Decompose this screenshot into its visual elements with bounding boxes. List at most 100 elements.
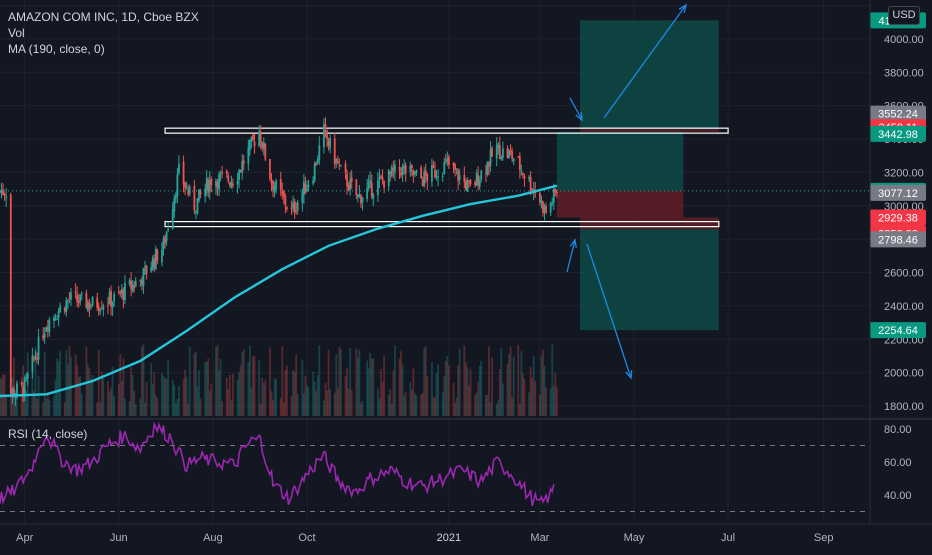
volume-bar xyxy=(91,374,94,416)
volume-bar xyxy=(349,347,352,416)
candle-body xyxy=(238,169,240,181)
candle-body xyxy=(36,357,38,360)
candle-body xyxy=(196,198,199,214)
rsi-legend[interactable]: RSI (14, close) xyxy=(8,427,88,441)
price-tags: 4110.993552.243459.113442.983089.493077.… xyxy=(0,12,926,339)
volume-bar xyxy=(540,355,543,416)
volume-bar xyxy=(485,394,487,416)
volume-bar xyxy=(329,389,332,416)
candle-body xyxy=(409,165,412,173)
candle-body xyxy=(90,305,92,307)
candle-body xyxy=(469,180,472,185)
stop-zone xyxy=(556,190,684,218)
candle-body xyxy=(355,179,358,195)
volume-bar xyxy=(107,381,109,416)
volume-bar xyxy=(355,348,358,416)
candle-body xyxy=(290,207,293,209)
candle-body xyxy=(486,161,489,175)
price-tag-value: 3552.24 xyxy=(878,109,918,121)
volume-bar xyxy=(198,370,200,416)
candle-body xyxy=(210,179,213,186)
candle-body xyxy=(414,171,416,175)
candle-body xyxy=(139,279,142,282)
volume-bar xyxy=(33,391,35,416)
candle-body xyxy=(511,151,514,159)
candle-body xyxy=(258,131,261,147)
target-zone xyxy=(556,131,684,191)
candle-body xyxy=(273,187,276,192)
candle-body xyxy=(142,267,145,287)
candle-body xyxy=(485,172,487,174)
volume-bar xyxy=(491,357,493,416)
candle-body xyxy=(552,188,555,203)
volume-bar xyxy=(380,369,382,416)
candle-body xyxy=(25,376,28,380)
volume-bar xyxy=(99,402,102,416)
candle-body xyxy=(151,257,154,270)
candle-body xyxy=(198,189,200,201)
rsi-tick-label: 80.00 xyxy=(884,424,912,436)
candle-body xyxy=(370,182,373,197)
volume-bar xyxy=(228,374,231,416)
candle-body xyxy=(437,176,439,178)
ma-legend[interactable]: MA (190, close, 0) xyxy=(8,42,105,56)
candle-body xyxy=(48,319,51,333)
candle-body xyxy=(111,302,114,308)
volume-bar xyxy=(338,346,341,416)
volume-bar xyxy=(215,347,217,416)
volume-bar xyxy=(162,376,165,416)
candle-body xyxy=(554,189,557,193)
candle-body xyxy=(218,174,220,190)
volume-bar xyxy=(542,349,544,416)
time-tick-label: Oct xyxy=(298,532,315,544)
volume-bar xyxy=(393,345,396,416)
volume-bar xyxy=(131,375,134,416)
candle-body xyxy=(333,138,336,165)
volume-bar xyxy=(133,391,136,416)
volume-bar xyxy=(176,398,179,416)
volume-bar xyxy=(43,351,46,416)
candle-body xyxy=(500,157,503,160)
candle-body xyxy=(134,281,137,287)
candle-body xyxy=(301,192,304,203)
volume-bar xyxy=(187,403,190,416)
candle-body xyxy=(346,173,348,187)
symbol-title[interactable]: AMAZON COM INC, 1D, Cboe BZX xyxy=(8,10,199,24)
volume-bar xyxy=(361,401,364,416)
volume-bar xyxy=(142,344,145,416)
volume-bar xyxy=(446,356,449,416)
candle-body xyxy=(538,192,541,203)
drawing-arrows xyxy=(566,3,687,380)
candle-body xyxy=(464,180,467,190)
candle-body xyxy=(171,209,174,230)
volume-legend[interactable]: Vol xyxy=(8,26,25,40)
volume-bar xyxy=(261,378,264,416)
currency-badge[interactable]: USD xyxy=(888,6,920,25)
candle-body xyxy=(543,205,546,212)
volume-bar xyxy=(45,399,48,416)
price-tag xyxy=(870,125,926,142)
volume-bar xyxy=(403,395,406,416)
candle-body xyxy=(207,179,210,193)
volume-bar xyxy=(124,398,126,416)
volume-bar xyxy=(318,345,321,416)
candle-body xyxy=(188,186,191,194)
candle-body xyxy=(173,198,176,212)
volume-bar xyxy=(117,383,120,416)
price-tick-label: 2400.00 xyxy=(884,301,924,313)
candle-body xyxy=(178,163,180,173)
candle-body xyxy=(56,318,58,320)
candle-body xyxy=(124,283,126,300)
volume-bar xyxy=(474,394,477,416)
volume-bar xyxy=(469,369,472,416)
volume-bar xyxy=(161,373,163,416)
volume-bar xyxy=(466,367,469,416)
volume-bar xyxy=(520,351,523,416)
candle-body xyxy=(199,191,202,195)
price-tick-label: 2600.00 xyxy=(884,268,924,280)
candle-body xyxy=(545,206,547,213)
volume-bar xyxy=(292,370,294,416)
candle-body xyxy=(34,357,37,359)
volume-bar xyxy=(549,388,552,416)
